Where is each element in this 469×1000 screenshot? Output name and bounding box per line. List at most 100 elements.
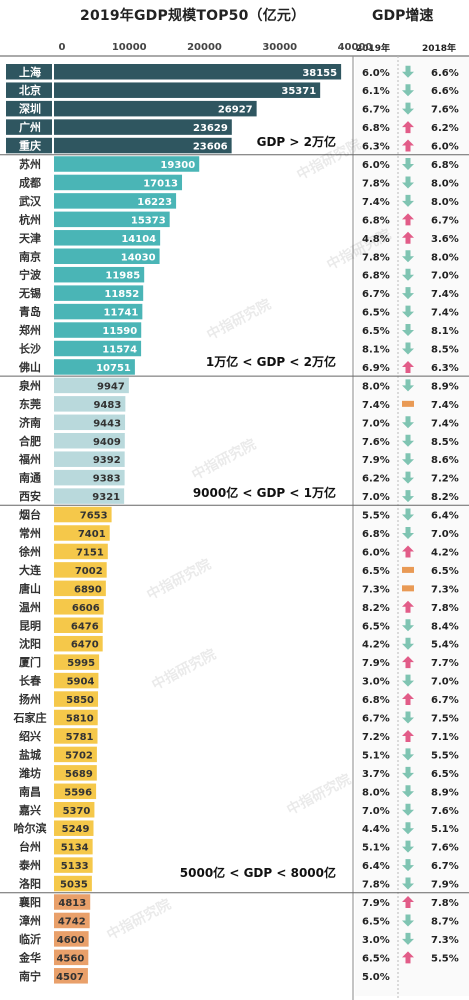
city-label: 南京 <box>19 249 41 263</box>
city-label: 长沙 <box>19 342 41 356</box>
value-label: 17013 <box>143 178 178 189</box>
growth-2018-value: 8.5% <box>431 345 459 356</box>
down-arrow-icon <box>402 287 414 300</box>
city-label-bg <box>6 119 52 135</box>
growth-2018-value: 8.1% <box>431 326 459 337</box>
down-arrow-icon <box>402 250 414 263</box>
down-arrow-icon <box>402 822 414 835</box>
bar <box>54 414 126 431</box>
growth-2019-value: 7.8% <box>362 178 390 189</box>
up-arrow-icon <box>402 656 414 669</box>
growth-2019-value: 6.5% <box>362 326 390 337</box>
growth-2019-value: 3.7% <box>362 769 390 780</box>
growth-2018-value: 5.5% <box>431 953 459 964</box>
growth-2019-value: 6.0% <box>362 68 390 79</box>
bar <box>54 137 232 154</box>
growth-2018-value: 7.1% <box>431 732 459 743</box>
growth-2018-value: 7.9% <box>431 880 459 891</box>
bar <box>54 543 108 560</box>
up-arrow-icon <box>402 729 414 742</box>
up-arrow-icon <box>402 121 414 134</box>
bar <box>54 802 95 818</box>
value-label: 9409 <box>93 437 121 448</box>
growth-2019-value: 6.5% <box>362 953 390 964</box>
column-header-2019: 2019年 <box>356 44 391 54</box>
up-arrow-icon <box>402 951 414 964</box>
bar <box>54 174 183 191</box>
city-label: 徐州 <box>18 544 41 558</box>
bar <box>54 230 161 246</box>
growth-2019-value: 8.0% <box>362 381 390 392</box>
down-arrow-icon <box>402 158 414 170</box>
city-label: 北京 <box>19 83 41 97</box>
down-arrow-icon <box>402 859 414 872</box>
city-label: 武汉 <box>19 194 42 208</box>
down-arrow-icon <box>402 766 414 779</box>
bar <box>54 322 142 338</box>
bar <box>54 303 143 320</box>
growth-2018-value: 8.9% <box>431 381 459 392</box>
value-label: 19300 <box>160 160 195 171</box>
bar <box>54 211 170 228</box>
value-label: 9392 <box>93 455 121 466</box>
growth-2019-value: 5.1% <box>362 843 390 854</box>
city-label: 泉州 <box>18 378 41 392</box>
value-label: 6606 <box>72 603 100 614</box>
down-arrow-icon <box>402 305 414 318</box>
city-label-bg <box>6 137 52 154</box>
value-label: 38155 <box>302 68 337 79</box>
down-arrow-icon <box>402 453 414 466</box>
growth-2018-value: 6.0% <box>431 142 459 153</box>
growth-2019-value: 6.8% <box>362 695 390 706</box>
city-label: 洛阳 <box>19 877 41 891</box>
down-arrow-icon <box>402 194 414 207</box>
growth-2018-value: 7.8% <box>431 603 459 614</box>
growth-2019-value: 7.2% <box>362 732 390 743</box>
value-label: 23606 <box>193 142 228 153</box>
value-label: 5133 <box>61 861 89 872</box>
down-arrow-icon <box>402 65 414 78</box>
up-arrow-icon <box>402 693 414 706</box>
value-label: 11985 <box>105 271 140 282</box>
band-annotation: 9000亿 < GDP < 1万亿 <box>193 485 336 500</box>
flat-indicator-icon <box>402 585 414 592</box>
city-label: 泰州 <box>18 858 41 872</box>
growth-2019-value: 7.8% <box>362 252 390 263</box>
growth-2019-value: 4.4% <box>362 824 390 835</box>
value-label: 35371 <box>281 86 316 97</box>
growth-2018-value: 7.4% <box>431 400 459 411</box>
city-label: 厦门 <box>19 655 41 669</box>
bar <box>54 654 100 670</box>
value-label: 5249 <box>62 824 90 835</box>
growth-2018-value: 7.8% <box>431 898 459 909</box>
city-label: 潍坊 <box>19 766 41 780</box>
city-label: 郑州 <box>19 323 41 337</box>
down-arrow-icon <box>402 471 414 484</box>
bar <box>54 912 90 929</box>
up-arrow-icon <box>402 600 414 613</box>
value-label: 9443 <box>93 418 121 429</box>
bar <box>54 783 97 800</box>
bar <box>54 617 103 633</box>
growth-2018-value: 7.6% <box>431 105 459 116</box>
growth-2018-value: 6.2% <box>431 123 459 134</box>
bar <box>54 765 97 781</box>
value-label: 5810 <box>66 714 94 725</box>
down-arrow-icon <box>402 711 414 724</box>
value-label: 11574 <box>102 345 137 356</box>
bar <box>54 709 98 726</box>
city-label: 合肥 <box>19 434 41 448</box>
value-label: 15373 <box>131 215 166 226</box>
growth-title: GDP增速 <box>372 8 434 24</box>
up-arrow-icon <box>402 896 414 908</box>
up-arrow-icon <box>402 213 414 226</box>
growth-2018-value: 6.3% <box>431 363 459 374</box>
watermark-text: 中指研究院 <box>149 646 219 694</box>
growth-2019-value: 4.8% <box>362 234 390 245</box>
growth-2018-value: 5.5% <box>431 750 459 761</box>
city-label: 扬州 <box>19 692 41 706</box>
down-arrow-icon <box>402 490 414 503</box>
value-label: 5904 <box>67 677 95 688</box>
city-label: 广州 <box>19 120 41 134</box>
